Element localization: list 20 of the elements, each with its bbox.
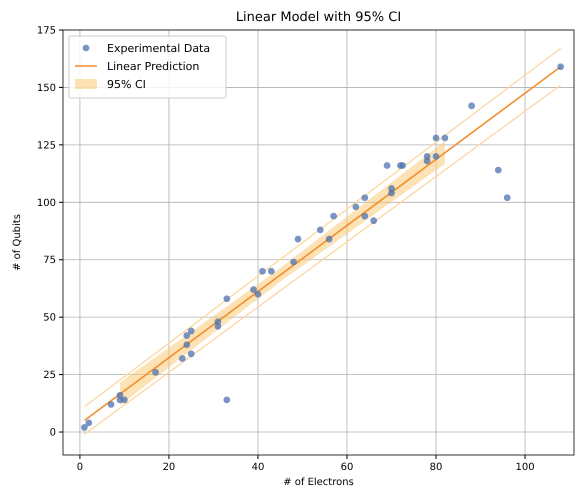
y-tick-label: 125 [36,140,56,152]
x-axis-title: # of Electrons [283,477,354,488]
y-tick-label: 0 [50,428,56,439]
y-tick-label: 100 [36,198,56,209]
legend-label: Linear Prediction [107,60,200,73]
legend-label: Experimental Data [107,42,210,55]
y-tick-label: 75 [43,255,56,266]
chart-title: Linear Model with 95% CI [236,10,402,25]
y-tick-label: 25 [43,370,56,382]
y-tick-label: 175 [36,26,56,36]
x-tick-label: 100 [515,462,535,473]
x-tick-label: 0 [76,462,84,473]
y-tick-label: 50 [43,312,56,324]
x-tick-label: 80 [430,462,442,473]
y-axis-title: # of Qubits [12,214,23,271]
x-tick-label: 60 [340,462,354,473]
x-tick-label: 40 [252,462,264,473]
y-tick-label: 150 [36,82,56,94]
legend-label: 95% CI [107,78,146,91]
x-tick-label: 20 [162,462,176,473]
